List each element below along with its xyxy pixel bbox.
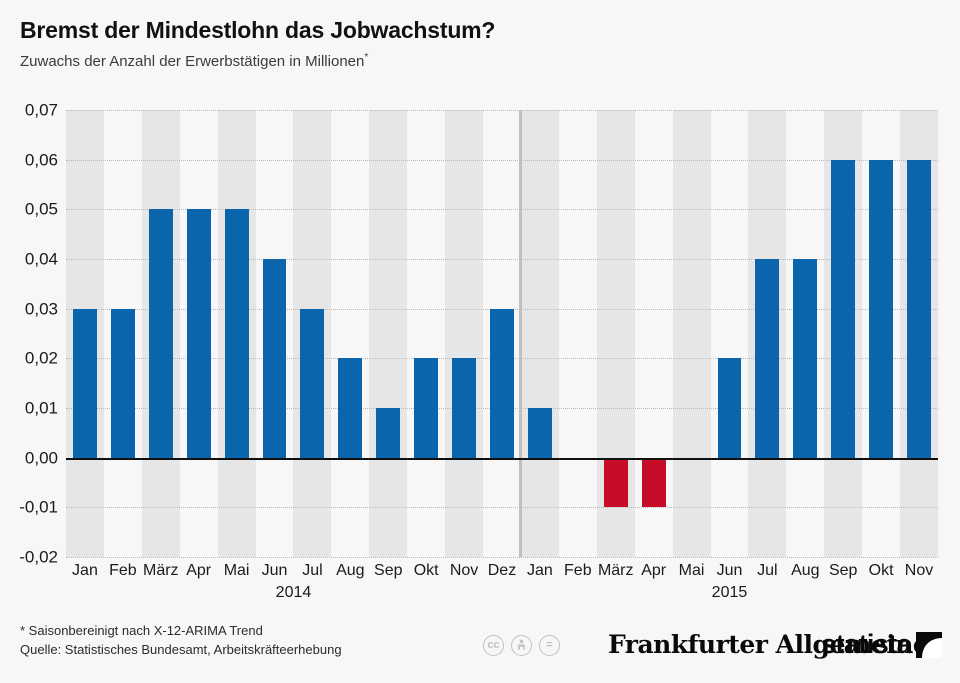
bar[interactable] [262, 259, 287, 458]
cc-icon: cc [483, 635, 504, 656]
plot-band [407, 110, 446, 557]
x-axis-tick-label: Jun [716, 562, 743, 579]
y-axis-tick-label: 0,01 [24, 398, 58, 418]
y-axis-tick-label: 0,02 [24, 348, 58, 368]
bar[interactable] [186, 209, 211, 458]
footnotes: * Saisonbereinigt nach X-12-ARIMA Trend … [20, 621, 342, 659]
bar[interactable] [755, 259, 780, 458]
y-axis-tick-label: -0,01 [19, 497, 58, 517]
y-axis-tick-label: 0,04 [24, 249, 58, 269]
x-axis-tick-label: Mai [678, 562, 705, 579]
x-axis-group-label: 2014 [275, 584, 312, 601]
plot-band [445, 110, 484, 557]
x-axis-tick-label: Dez [487, 562, 517, 579]
bar[interactable] [110, 308, 135, 458]
y-axis-tick-label: 0,00 [24, 448, 58, 468]
bar[interactable] [300, 308, 325, 458]
bar[interactable] [717, 358, 742, 458]
y-axis-tick-label: 0,07 [24, 100, 58, 120]
y-axis-tick-label: -0,02 [19, 547, 58, 567]
x-axis-tick-label: Sep [374, 562, 403, 579]
page-title: Bremst der Mindestlohn das Jobwachstum? [20, 17, 496, 43]
subtitle-footmark: * [364, 52, 369, 63]
year-divider [519, 110, 523, 557]
y-axis-tick-label: 0,03 [24, 299, 58, 319]
plot-band [710, 110, 749, 557]
statista-logo: statista [821, 631, 942, 658]
bar[interactable] [603, 457, 628, 508]
x-axis-tick-label: Aug [791, 562, 820, 579]
x-axis-tick-label: Jan [527, 562, 553, 579]
y-axis-tick-label: 0,06 [24, 150, 58, 170]
gridline [66, 110, 938, 111]
x-axis-tick-label: Okt [868, 562, 894, 579]
gridline [66, 159, 938, 161]
bar[interactable] [452, 358, 477, 458]
y-axis-tick-label: 0,05 [24, 199, 58, 219]
plot-band [520, 110, 559, 557]
x-axis-tick-label: Nov [449, 562, 479, 579]
publisher-logo: Frankfurter Allgemeine [608, 630, 929, 659]
x-axis-tick-label: Mai [223, 562, 250, 579]
x-axis-tick-label: Okt [413, 562, 439, 579]
bar[interactable] [73, 308, 97, 458]
x-axis-tick-label: Aug [336, 562, 365, 579]
zero-axis-line [66, 457, 938, 460]
x-axis-tick-label: Feb [109, 562, 137, 579]
x-axis-tick-label: Apr [186, 562, 212, 579]
chart-footer: * Saisonbereinigt nach X-12-ARIMA Trend … [0, 615, 960, 683]
x-axis-tick-label: Apr [641, 562, 667, 579]
bar[interactable] [831, 159, 856, 458]
bar[interactable] [376, 408, 401, 458]
cc-by-person-icon [511, 635, 532, 656]
gridline [66, 209, 938, 211]
x-axis-tick-label: Jul [302, 562, 323, 579]
bar[interactable] [641, 457, 666, 508]
bar[interactable] [490, 308, 514, 458]
x-axis-tick-label: Nov [904, 562, 934, 579]
cc-nd-equals-icon: = [539, 635, 560, 656]
chart-subtitle-text: Zuwachs der Anzahl der Erwerbstätigen in… [20, 53, 365, 70]
plot-band [369, 110, 408, 557]
bar[interactable] [224, 209, 249, 458]
bar[interactable] [907, 159, 931, 458]
x-axis-group-label: 2015 [711, 584, 748, 601]
bar[interactable] [793, 259, 818, 458]
plot-band [672, 110, 711, 557]
x-axis-tick-label: Feb [564, 562, 592, 579]
bar[interactable] [414, 358, 439, 458]
statista-mark-icon [916, 631, 942, 658]
bar[interactable] [338, 358, 363, 458]
bar[interactable] [527, 408, 552, 458]
x-axis-tick-label: Sep [828, 562, 858, 579]
footnote-source: Quelle: Statistisches Bundesamt, Arbeits… [20, 642, 342, 657]
plot-band [558, 110, 597, 557]
gridline [66, 259, 938, 260]
creative-commons-icons: cc = [483, 635, 560, 656]
plot-band [331, 110, 370, 557]
statista-wordmark: statista [821, 629, 911, 659]
gridline [66, 557, 938, 558]
x-axis-tick-label: Jan [72, 562, 98, 579]
chart-header: Bremst der Mindestlohn das Jobwachstum? … [0, 0, 960, 72]
x-axis-tick-label: Jul [757, 562, 778, 579]
x-axis: Jan Feb März Apr Mai Jun Jul Aug Sep Okt Nov Dez Jan… [66, 559, 938, 615]
bar-chart: 0,07 0,06 0,05 0,04 0,03 0,02 0,01 0,00 -0,01 -0,… [0, 95, 960, 615]
plot-area [66, 110, 938, 558]
chart-subtitle: Zuwachs der Anzahl der Erwerbstätigen in… [20, 48, 960, 72]
x-axis-tick-label: März [597, 562, 634, 579]
bar[interactable] [148, 209, 173, 458]
x-axis-tick-label: März [142, 562, 179, 579]
bar[interactable] [869, 159, 894, 458]
gridline [66, 507, 938, 509]
y-axis: 0,07 0,06 0,05 0,04 0,03 0,02 0,01 0,00 -0,01 -0,… [0, 102, 58, 566]
footnote-method: * Saisonbereinigt nach X-12-ARIMA Trend [20, 623, 263, 638]
x-axis-tick-label: Jun [261, 562, 288, 579]
